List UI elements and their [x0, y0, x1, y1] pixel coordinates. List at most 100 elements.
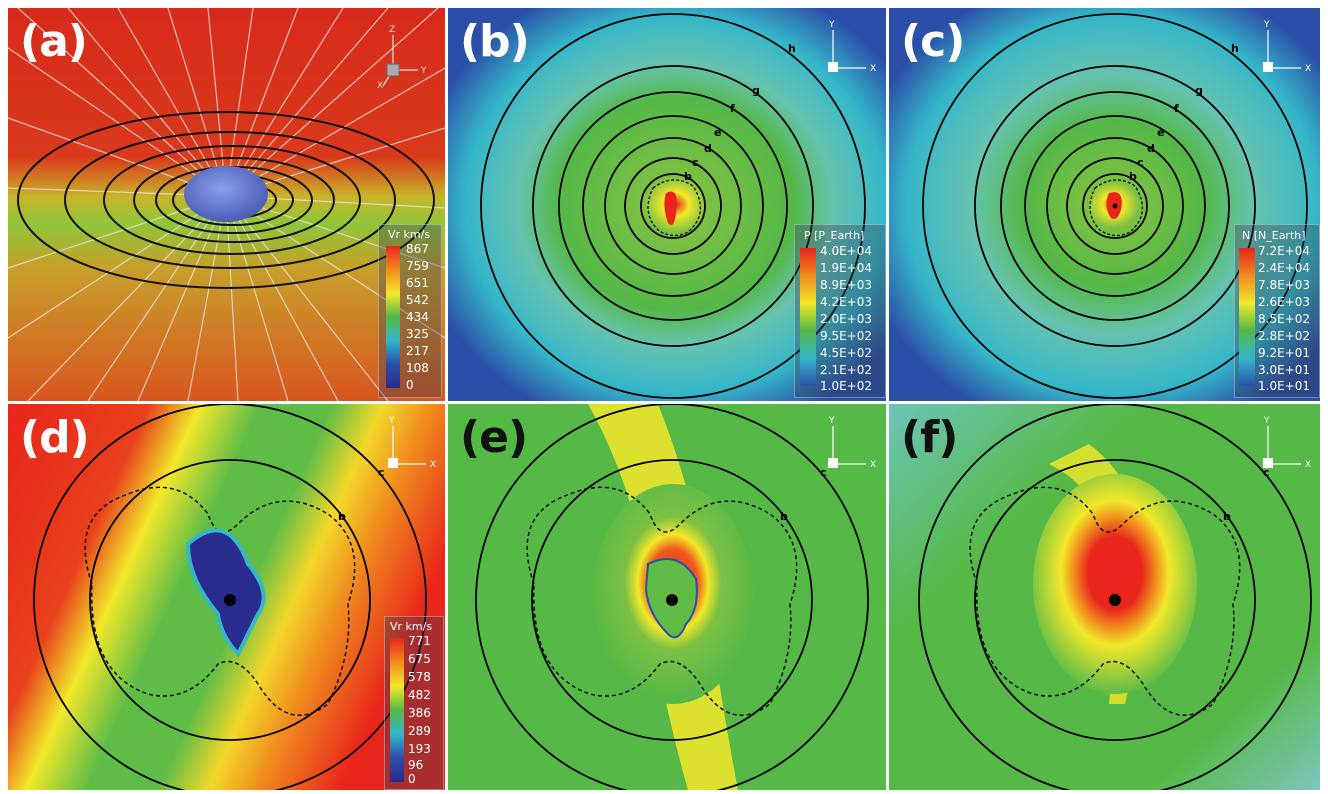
panel-f-ring-labels: b c [1223, 466, 1270, 523]
ring-label-b: b [684, 170, 692, 183]
ring-label-b: b [780, 510, 788, 523]
ring-label-h: h [1231, 42, 1239, 55]
panel-d-label: (d) [20, 412, 90, 463]
axis-triad-f: Y X [1263, 416, 1311, 470]
colorbar-b-tick: 4.0E+04 [820, 244, 872, 258]
axis-triad-b: Y X [828, 20, 876, 74]
ring-label-c: c [1263, 466, 1270, 479]
colorbar-c-tick: 8.5E+02 [1258, 312, 1310, 326]
ring-label-g: g [1195, 84, 1203, 97]
colorbar-c-title: N [N_Earth] [1242, 229, 1306, 242]
colorbar-c-tick: 2.6E+03 [1258, 295, 1310, 309]
colorbar-d-tick: 96 [408, 758, 424, 772]
colorbar-a-tick: 542 [406, 293, 429, 307]
colorbar-b-tick: 2.0E+03 [820, 312, 872, 326]
panel-e-ring-labels: b c [780, 466, 827, 523]
colorbar-c-tick: 3.0E+01 [1258, 363, 1310, 377]
axis-y-label: Y [1263, 416, 1270, 426]
colorbar-a-ramp [386, 246, 400, 388]
colorbar-b-tick: 8.9E+03 [820, 278, 872, 292]
colorbar-d-title: Vr km/s [390, 620, 433, 633]
axis-y-label: Y [828, 416, 835, 426]
axis-triad-e: Y X [828, 416, 876, 470]
colorbar-b-tick: 4.5E+02 [820, 346, 872, 360]
colorbar-c-ramp [1239, 248, 1255, 386]
ring-label-h: h [788, 42, 796, 55]
colorbar-a-tick: 651 [406, 276, 429, 290]
colorbar-a-tick: 0 [406, 378, 414, 392]
colorbar-a-tick: 759 [406, 259, 429, 273]
ring-label-d: d [704, 142, 712, 155]
ring-label-f: f [730, 102, 735, 115]
colorbar-a-tick: 108 [406, 361, 429, 375]
colorbar-b-title: P [P_Earth] [804, 229, 865, 242]
panel-f-label: (f) [901, 412, 958, 463]
panel-d: (d) b c Y X Vr km/s 771 675 578 482 386 … [8, 404, 445, 790]
colorbar-b-ramp [800, 248, 816, 386]
panel-a-label: (a) [20, 16, 88, 67]
ring-label-c: c [692, 156, 699, 169]
axis-y-label: Y [828, 20, 835, 30]
colorbar-d-tick: 386 [408, 706, 431, 720]
axis-x-label: X [377, 81, 383, 90]
axis-y-label: Y [388, 416, 395, 426]
colorbar-d-tick: 0 [408, 772, 416, 786]
colorbar-b: P [P_Earth] 4.0E+04 1.9E+04 8.9E+03 4.2E… [794, 224, 886, 398]
axis-x-label: X [1305, 64, 1311, 74]
colorbar-d-tick: 289 [408, 724, 431, 738]
colorbar-a-tick: 325 [406, 327, 429, 341]
panel-c-ring-labels: b c d e f g h [1129, 42, 1239, 183]
colorbar-a: Vr km/s 867 759 651 542 434 325 217 108 … [378, 224, 442, 398]
colorbar-d-tick: 482 [408, 688, 431, 702]
axis-y-label: Y [420, 66, 427, 76]
axis-y-label: Y [1263, 20, 1270, 30]
panel-a: (a) Z Y X Vr km/s 867 759 651 542 434 32… [8, 8, 445, 401]
colorbar-b-tick: 4.2E+03 [820, 295, 872, 309]
colorbar-c-tick: 7.8E+03 [1258, 278, 1310, 292]
axis-z-label: Z [389, 25, 395, 35]
panel-c: (c) b c d e f g h Y X N [N_Earth] 7.2E+0… [889, 8, 1320, 401]
colorbar-d: Vr km/s 771 675 578 482 386 289 193 96 0 [384, 616, 444, 790]
colorbar-a-tick: 867 [406, 242, 429, 256]
colorbar-c-tick: 1.0E+01 [1258, 379, 1310, 393]
panel-b-label: (b) [460, 16, 530, 67]
ring-label-f: f [1174, 102, 1179, 115]
ring-label-c: c [378, 466, 385, 479]
panel-e: (e) b c Y X [448, 404, 886, 790]
ring-label-e: e [714, 126, 721, 139]
colorbar-b-tick: 9.5E+02 [820, 329, 872, 343]
ring-label-b: b [338, 510, 346, 523]
colorbar-d-tick: 193 [408, 742, 431, 756]
panel-b-ring-labels: b c d e f g h [684, 42, 796, 183]
colorbar-b-tick: 2.1E+02 [820, 363, 872, 377]
ring-label-c: c [1137, 156, 1144, 169]
colorbar-d-tick: 578 [408, 670, 431, 684]
colorbar-d-tick: 771 [408, 634, 431, 648]
colorbar-b-tick: 1.0E+02 [820, 379, 872, 393]
colorbar-d-tick: 675 [408, 652, 431, 666]
ring-label-b: b [1129, 170, 1137, 183]
panel-a-render [8, 8, 445, 401]
colorbar-a-tick: 217 [406, 344, 429, 358]
axis-x-label: X [430, 460, 436, 470]
ring-label-g: g [752, 84, 760, 97]
axis-triad-d: Y X [388, 416, 436, 470]
axis-x-label: X [1305, 460, 1311, 470]
panel-d-ring-labels: b c [338, 466, 385, 523]
ring-label-c: c [820, 466, 827, 479]
colorbar-c-tick: 2.8E+02 [1258, 329, 1310, 343]
colorbar-c-tick: 2.4E+04 [1258, 261, 1310, 275]
colorbar-a-title: Vr km/s [388, 228, 431, 241]
colorbar-c-tick: 7.2E+04 [1258, 244, 1310, 258]
panel-e-render [448, 404, 886, 790]
panel-e-label: (e) [460, 412, 528, 463]
axis-x-label: X [870, 64, 876, 74]
colorbar-d-ramp [390, 638, 404, 782]
panel-c-label: (c) [901, 16, 965, 67]
colorbar-c: N [N_Earth] 7.2E+04 2.4E+04 7.8E+03 2.6E… [1234, 224, 1320, 398]
axis-triad-a: Z Y X [377, 25, 427, 90]
ring-label-e: e [1157, 126, 1164, 139]
panel-f: (f) b c Y X [889, 404, 1320, 790]
ring-label-d: d [1147, 142, 1155, 155]
colorbar-a-tick: 434 [406, 310, 429, 324]
